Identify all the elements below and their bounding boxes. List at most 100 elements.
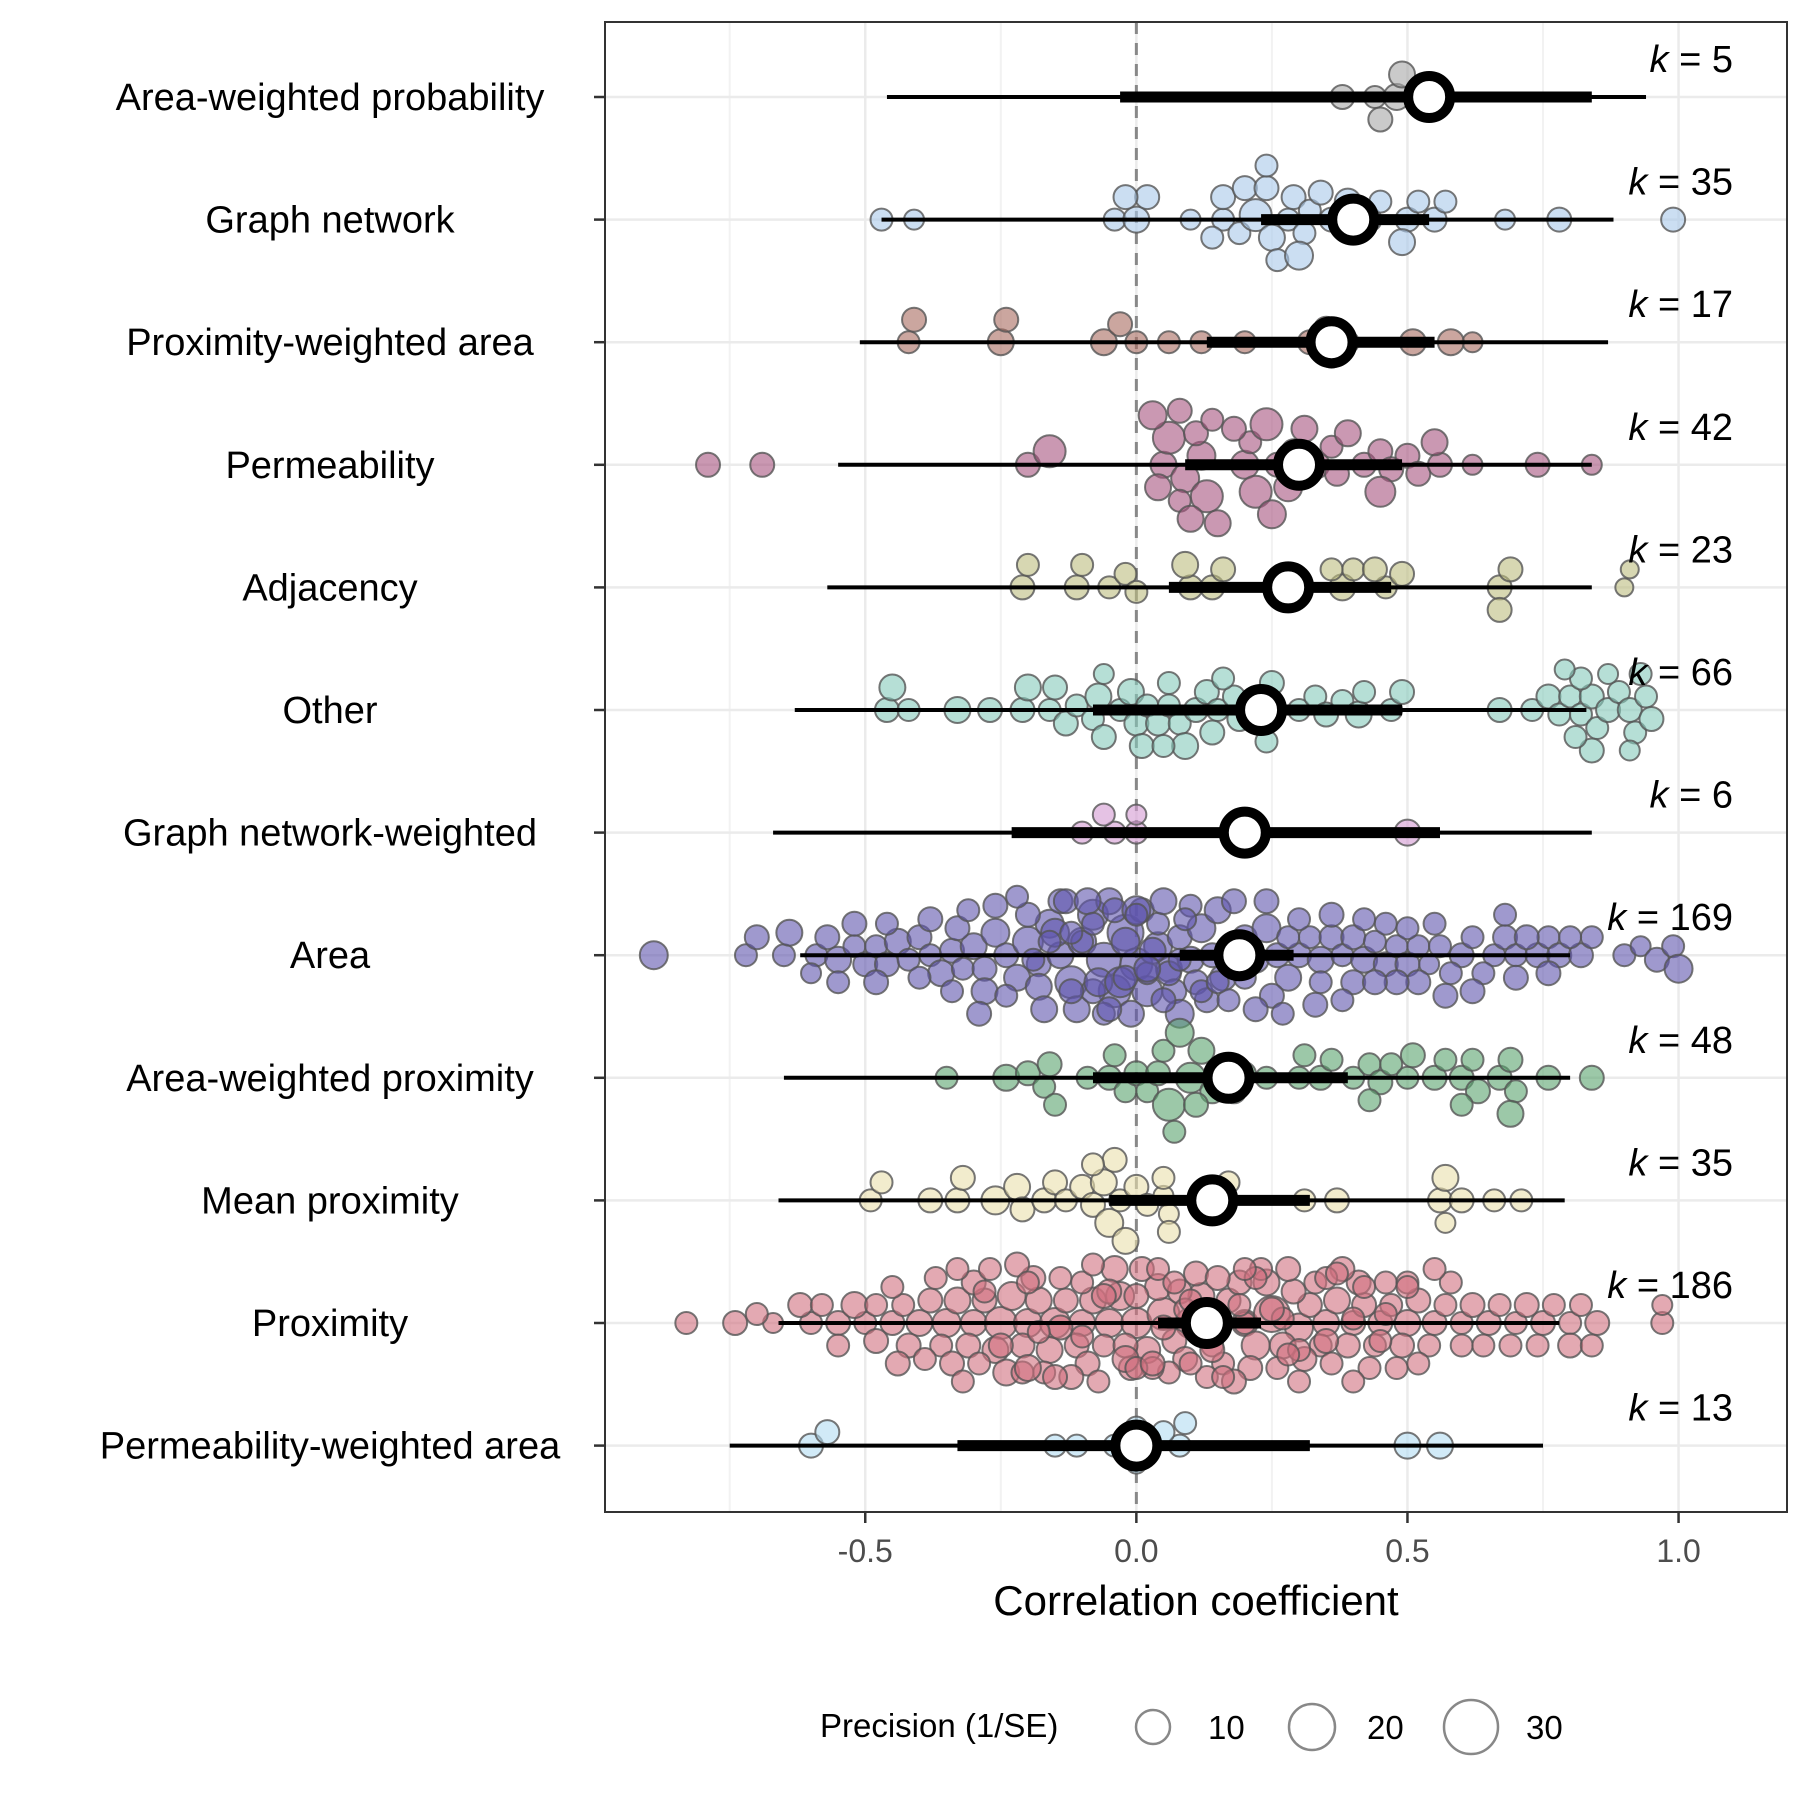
category-label: Permeability-weighted area <box>100 1426 561 1468</box>
data-point <box>1042 1364 1069 1390</box>
data-point <box>1367 106 1394 133</box>
data-point <box>1058 978 1085 1005</box>
data-point <box>1318 901 1345 928</box>
data-point <box>950 1369 975 1394</box>
data-point <box>1663 953 1694 984</box>
data-point <box>971 955 998 982</box>
k-symbol: k <box>1628 1142 1649 1184</box>
data-point <box>959 932 988 961</box>
data-point <box>1150 987 1177 1014</box>
data-point <box>1373 1270 1398 1295</box>
data-point <box>1276 925 1301 950</box>
data-point <box>744 1302 769 1326</box>
data-point <box>1449 1092 1474 1117</box>
data-point <box>1438 961 1463 986</box>
data-point <box>1557 1332 1584 1359</box>
data-point <box>1070 1324 1095 1349</box>
data-point <box>1090 1283 1117 1309</box>
k-label: k = 48 <box>1628 1020 1733 1062</box>
data-point <box>1125 803 1148 826</box>
data-point <box>814 924 841 951</box>
data-point <box>1173 907 1198 932</box>
data-point <box>1280 184 1307 211</box>
data-point <box>1144 473 1173 502</box>
data-point <box>1270 1001 1295 1026</box>
data-point <box>1497 1046 1524 1073</box>
data-point <box>1111 1226 1140 1255</box>
data-point <box>1227 1293 1252 1317</box>
data-point <box>1287 907 1312 932</box>
data-point <box>1112 184 1139 211</box>
data-point <box>1660 206 1687 233</box>
data-point <box>1422 1257 1447 1281</box>
data-point <box>1080 1252 1105 1277</box>
data-point <box>1513 924 1540 951</box>
data-point <box>1486 596 1513 623</box>
data-point <box>1313 1328 1340 1354</box>
data-point <box>1568 1293 1593 1317</box>
data-point <box>944 915 971 942</box>
k-label: k = 42 <box>1628 407 1733 449</box>
data-point <box>1324 1261 1349 1286</box>
data-point <box>1146 911 1171 936</box>
data-point <box>1275 1256 1302 1282</box>
pooled-estimate <box>1218 806 1271 859</box>
data-point <box>1151 1087 1186 1122</box>
k-labels: k = 5k = 35k = 17k = 42k = 23k = 66k = 6… <box>1607 39 1733 1430</box>
data-point <box>1090 724 1117 750</box>
data-point <box>1341 557 1366 582</box>
data-point <box>1438 1270 1463 1295</box>
data-point <box>1287 1369 1312 1394</box>
data-point <box>1584 1310 1611 1336</box>
pooled-estimate <box>1213 929 1266 982</box>
k-symbol: k <box>1628 652 1649 694</box>
data-point <box>1502 964 1529 991</box>
data-point <box>1388 228 1417 257</box>
data-point <box>1431 1163 1460 1192</box>
data-point <box>1383 969 1410 996</box>
data-point <box>1406 189 1431 214</box>
category-label: Graph network-weighted <box>123 813 537 855</box>
data-point <box>1178 1351 1203 1376</box>
data-point <box>1220 415 1247 442</box>
category-label: Other <box>282 690 377 732</box>
k-label: k = 17 <box>1628 284 1733 326</box>
data-point <box>1059 920 1084 945</box>
data-point <box>1341 1369 1366 1394</box>
data-point <box>1432 982 1459 1009</box>
pooled-estimate <box>1110 1419 1163 1472</box>
category-label: Adjacency <box>242 567 417 609</box>
data-point <box>1092 663 1115 685</box>
k-label: k = 35 <box>1628 162 1733 204</box>
data-point <box>1037 929 1062 954</box>
data-point <box>1389 1332 1416 1359</box>
data-point <box>1146 1257 1171 1281</box>
data-point <box>826 1333 851 1358</box>
data-point <box>917 906 944 933</box>
data-point <box>1361 969 1388 996</box>
data-point <box>1137 400 1168 431</box>
data-point <box>1091 1333 1116 1358</box>
data-point <box>1043 1092 1068 1117</box>
legend-label: 30 <box>1526 1709 1563 1746</box>
category-label: Area <box>290 935 371 977</box>
data-point <box>1417 1333 1442 1358</box>
data-point <box>1199 719 1226 746</box>
data-point <box>1487 1293 1512 1317</box>
data-point <box>907 965 932 990</box>
data-point <box>1156 1219 1181 1244</box>
data-point <box>1128 733 1155 759</box>
y-axis: Area-weighted probability Graph network Pr… <box>100 77 605 1468</box>
data-point <box>884 1350 911 1377</box>
k-value: = 42 <box>1647 407 1733 449</box>
data-point <box>1322 1286 1351 1315</box>
data-point <box>1048 1266 1073 1290</box>
data-point <box>1525 1333 1550 1358</box>
data-point <box>1205 970 1230 995</box>
data-point <box>1101 1146 1128 1173</box>
data-point <box>1193 679 1220 705</box>
legend-label: 10 <box>1208 1709 1245 1746</box>
data-point <box>1389 560 1416 587</box>
k-label: k = 6 <box>1650 775 1733 817</box>
pooled-estimate <box>1180 1297 1233 1349</box>
